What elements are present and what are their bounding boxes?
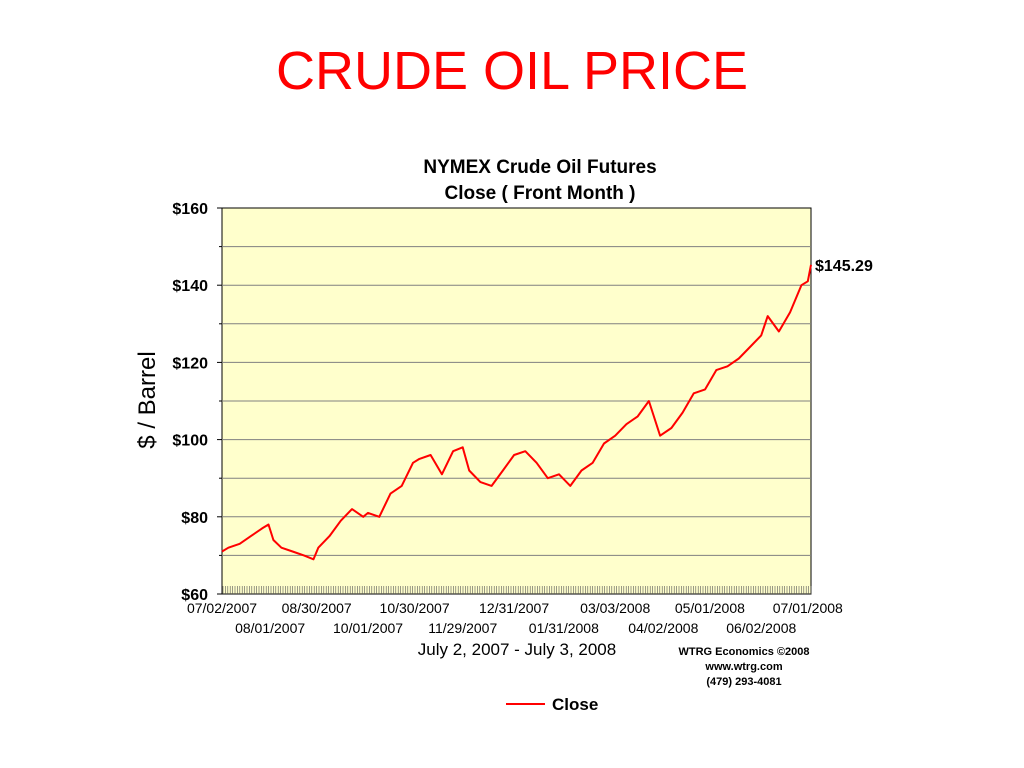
- x-minor-ticks: [222, 586, 812, 594]
- y-tick-label: $80: [181, 510, 208, 527]
- x-tick-label: 12/31/2007: [479, 600, 549, 616]
- credit-line-1: WTRG Economics ©2008: [679, 646, 810, 658]
- series-layer: [221, 264, 812, 561]
- chart-title: NYMEX Crude Oil Futures: [423, 157, 656, 178]
- x-tick-label: 11/29/2007: [428, 620, 497, 636]
- legend-label-close: Close: [552, 695, 598, 714]
- y-tick-label: $120: [172, 355, 208, 372]
- x-tick-label: 01/31/2008: [529, 620, 599, 636]
- x-tick-label: 08/01/2007: [235, 620, 305, 636]
- x-axis-ticks: 07/02/2007 08/30/2007 10/30/2007 12/31/2007…: [187, 600, 843, 636]
- gridlines: [222, 246, 811, 556]
- last-value-label: $145.29: [815, 258, 873, 275]
- y-tick-label: $160: [172, 201, 208, 218]
- x-tick-label: 10/01/2007: [333, 620, 403, 636]
- x-tick-label: 06/02/2008: [726, 620, 796, 636]
- x-tick-label: 10/30/2007: [380, 600, 450, 616]
- chart-subtitle: Close ( Front Month ): [444, 183, 635, 204]
- x-tick-label: 08/30/2007: [282, 600, 352, 616]
- x-axis-label: July 2, 2007 - July 3, 2008: [418, 640, 616, 659]
- series-line-close: [221, 264, 812, 561]
- x-tick-label: 03/03/2008: [580, 600, 650, 616]
- credit-line-3: (479) 293-4081: [706, 676, 781, 688]
- slide-title: CRUDE OIL PRICE: [275, 41, 749, 101]
- x-tick-label: 04/02/2008: [628, 620, 698, 636]
- y-axis-label: $ / Barrel: [134, 351, 161, 448]
- y-axis-ticks: $60 $80 $100 $120 $140 $160: [172, 201, 222, 604]
- x-tick-label: 05/01/2008: [675, 600, 745, 616]
- y-tick-label: $100: [172, 433, 208, 450]
- x-tick-label: 07/01/2008: [773, 600, 843, 616]
- credit-line-2: www.wtrg.com: [704, 661, 782, 673]
- y-tick-label: $60: [181, 587, 208, 604]
- x-tick-label: 07/02/2007: [187, 600, 257, 616]
- y-tick-label: $140: [172, 278, 208, 295]
